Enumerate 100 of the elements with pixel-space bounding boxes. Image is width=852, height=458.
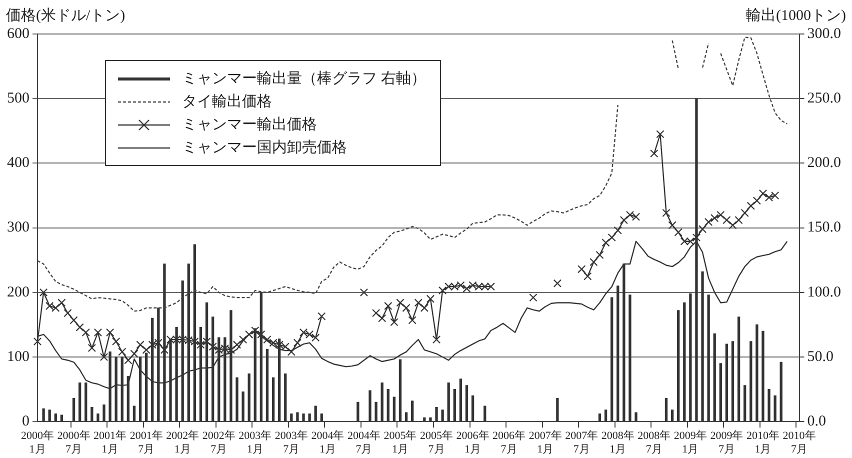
bar xyxy=(756,324,758,422)
bar xyxy=(320,414,323,422)
bar xyxy=(284,373,287,422)
bar xyxy=(374,402,378,422)
x-tick-label: 2000年 7月 xyxy=(57,430,90,456)
bar xyxy=(707,294,710,422)
bar xyxy=(302,414,305,422)
y-tick-label: 400 xyxy=(7,155,30,172)
y2-tick-label: 250.0 xyxy=(807,90,841,107)
y-tick-label: 100 xyxy=(7,348,30,365)
bar xyxy=(713,333,716,422)
legend-label: ミャンマー輸出量（棒グラフ 右軸） xyxy=(182,70,426,88)
x-tick-label: 2001年 1月 xyxy=(94,430,127,456)
bar xyxy=(236,377,238,422)
bar xyxy=(556,398,559,422)
bar xyxy=(248,373,250,422)
bar xyxy=(664,398,668,422)
y-tick-label: 500 xyxy=(7,90,30,107)
bar xyxy=(762,330,764,422)
bar xyxy=(411,400,414,422)
x-tick-label: 2006年 7月 xyxy=(492,430,526,456)
x-tick-label: 2010年 1月 xyxy=(746,430,780,456)
bar xyxy=(774,395,776,422)
y2-tick-label: 100.0 xyxy=(807,284,841,300)
bar xyxy=(90,407,94,422)
x-tick-label: 2007年 1月 xyxy=(528,430,562,456)
y-tick-label: 300 xyxy=(7,220,30,236)
bar xyxy=(670,410,674,422)
bar xyxy=(453,388,456,422)
x-tick-label: 2009年 1月 xyxy=(674,430,707,456)
bar xyxy=(598,414,602,422)
bar xyxy=(60,414,64,422)
bar xyxy=(725,344,728,422)
x-tick-label: 2000年 1月 xyxy=(21,430,54,456)
bar xyxy=(484,406,486,422)
bar xyxy=(48,410,51,422)
bar xyxy=(290,414,293,422)
bar xyxy=(447,382,450,422)
x-tick-label: 2001年 7月 xyxy=(130,430,163,456)
bar xyxy=(272,377,275,422)
bar xyxy=(242,392,244,422)
bar xyxy=(744,385,746,422)
legend-label: タイ輸出価格 xyxy=(182,92,272,111)
bar xyxy=(404,412,408,422)
y2-tick-label: 50.0 xyxy=(807,348,834,365)
bar xyxy=(392,396,396,422)
bar xyxy=(616,286,620,422)
bar xyxy=(689,293,692,422)
x-tick-label: 2008年 1月 xyxy=(601,430,634,456)
y-tick-label: 600 xyxy=(7,26,30,42)
y2-tick-label: 200.0 xyxy=(807,155,841,172)
bar xyxy=(465,385,468,422)
bar xyxy=(731,341,734,422)
bar xyxy=(750,341,752,422)
bar xyxy=(604,410,608,422)
bar xyxy=(314,406,317,422)
x-tick-label: 2002年 7月 xyxy=(202,430,236,456)
bar xyxy=(380,382,384,422)
bar xyxy=(102,404,106,422)
bar xyxy=(132,406,136,422)
x-tick-label: 2003年 1月 xyxy=(238,430,272,456)
x-tick-label: 2005年 7月 xyxy=(420,430,454,456)
bar xyxy=(296,412,299,422)
y-tick-label: 0 xyxy=(22,414,30,430)
bar xyxy=(429,417,432,422)
bar xyxy=(96,414,100,422)
y2-tick-label: 300.0 xyxy=(807,26,841,42)
bar xyxy=(435,407,438,422)
bar xyxy=(356,402,360,422)
bar xyxy=(308,414,311,422)
x-tick-label: 2004年 7月 xyxy=(347,430,380,456)
bar xyxy=(780,362,782,422)
bar xyxy=(42,408,45,422)
x-tick-label: 2005年 1月 xyxy=(384,430,417,456)
bar xyxy=(683,302,686,422)
bar xyxy=(423,417,426,422)
bar xyxy=(471,395,474,422)
y2-tick-label: 0.0 xyxy=(807,414,826,430)
x-tick-label: 2002年 1月 xyxy=(166,430,200,456)
bar xyxy=(78,382,82,422)
bar xyxy=(719,363,722,422)
bar xyxy=(677,310,680,422)
bar xyxy=(386,388,390,422)
bar xyxy=(398,359,402,422)
legend-label: ミャンマー輸出価格 xyxy=(182,116,317,134)
bar xyxy=(441,410,444,422)
x-tick-label: 2008年 7月 xyxy=(638,430,671,456)
bar xyxy=(737,316,740,422)
bar xyxy=(72,398,76,422)
bar xyxy=(610,297,614,422)
bar xyxy=(701,271,704,422)
bar xyxy=(54,414,57,422)
y-tick-label: 200 xyxy=(7,284,30,300)
x-tick-label: 2010年 7月 xyxy=(782,430,816,456)
x-tick-label: 2009年 7月 xyxy=(710,430,744,456)
y-axis-title: 価格(米ドル/トン) xyxy=(6,6,126,25)
bar xyxy=(266,348,269,422)
x-tick-label: 2003年 7月 xyxy=(274,430,308,456)
bar xyxy=(634,412,638,422)
legend-label: ミャンマー国内卸売価格 xyxy=(182,138,347,157)
